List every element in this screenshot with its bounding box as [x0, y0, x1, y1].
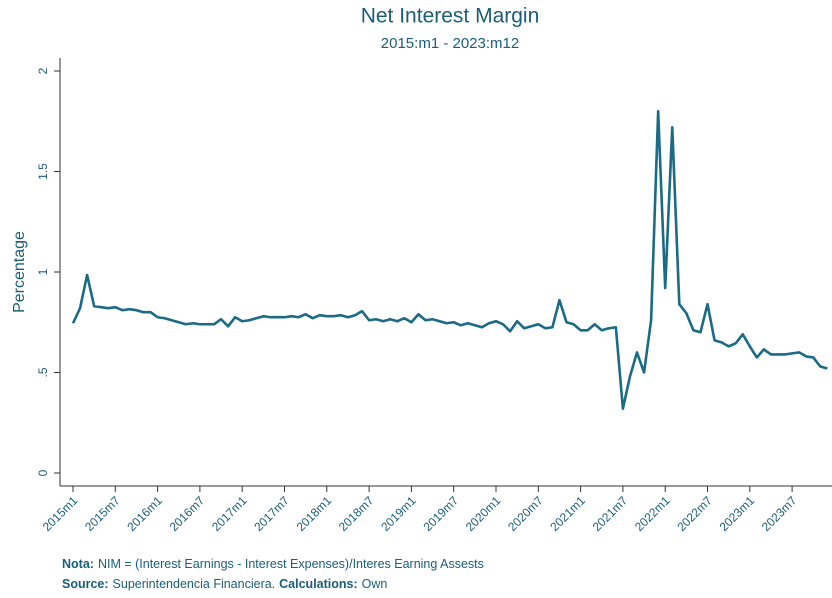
- note-part: Own: [362, 577, 388, 591]
- chart-title: Net Interest Margin: [361, 5, 540, 28]
- y-tick-label: 2: [36, 67, 50, 74]
- note-part: Superintendencia Financiera.: [113, 577, 276, 591]
- y-tick-label: 0: [36, 469, 50, 476]
- note-part: NIM = (Interest Earnings - Interest Expe…: [98, 557, 484, 571]
- note-part: Source:: [62, 577, 109, 591]
- data-line: [71, 109, 828, 410]
- y-tick-label: 1.5: [36, 163, 50, 180]
- y-tick-label: 1: [36, 268, 50, 275]
- note: Source: Superintendencia Financiera. Calcu…: [62, 577, 387, 591]
- chart-subtitle: 2015:m1 - 2023:m12: [381, 35, 519, 52]
- note: Nota: NIM = (Interest Earnings - Interest…: [62, 557, 484, 571]
- note-part: Calculations:: [279, 577, 358, 591]
- note-part: Nota:: [62, 557, 94, 571]
- y-tick-label: .5: [36, 367, 50, 377]
- y-axis-label: Percentage: [11, 231, 28, 313]
